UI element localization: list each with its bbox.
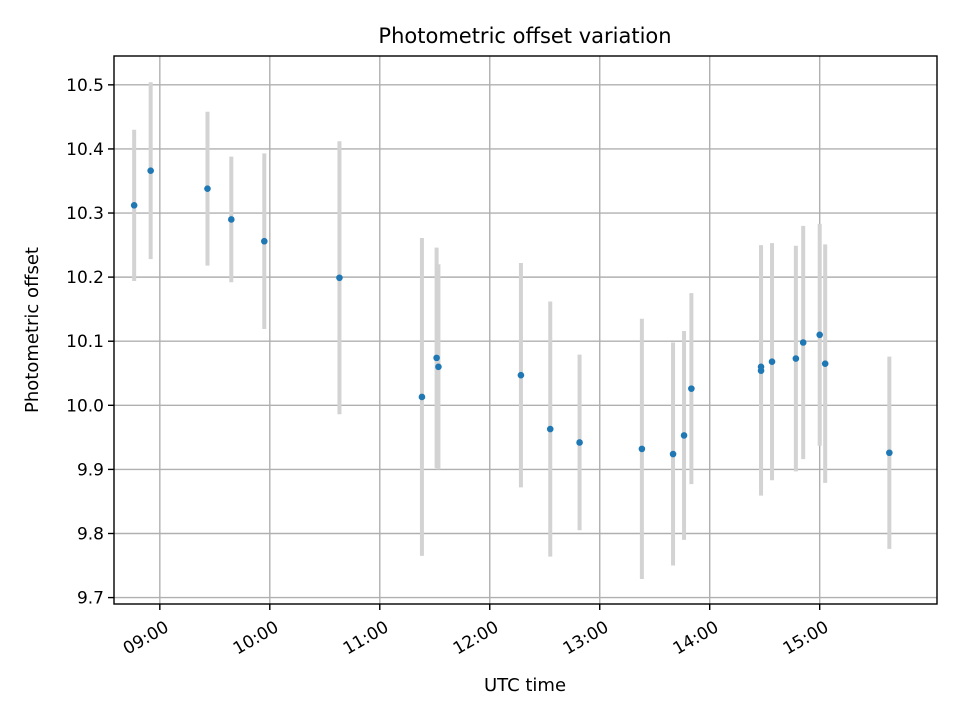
y-axis-label: Photometric offset [22, 247, 43, 413]
data-point [435, 363, 442, 371]
x-tick-label: 11:00 [340, 617, 392, 659]
data-point [799, 339, 807, 346]
plot-frame [113, 55, 938, 605]
x-axis-label: UTC time [484, 675, 566, 696]
data-point [336, 274, 343, 282]
data-point [204, 185, 211, 192]
data-point [757, 363, 765, 371]
x-tick-label: 13:00 [560, 617, 612, 659]
data-point [261, 237, 268, 245]
chart-title: Photometric offset variation [378, 24, 671, 48]
data-points [130, 167, 893, 458]
data-point [576, 439, 583, 446]
y-tick-label: 10.5 [66, 76, 104, 96]
data-point [816, 331, 823, 339]
y-tick-label: 9.9 [77, 460, 104, 480]
y-tick-label: 9.7 [77, 589, 104, 609]
axis-ticks: 09:00 10:00 11:00 12:00 13:00 14:00 15:00 9.7 9.… [66, 76, 832, 659]
data-point [768, 358, 776, 366]
x-tick-label: 12:00 [450, 617, 502, 659]
data-point [228, 216, 235, 223]
y-tick-label: 10.2 [66, 268, 104, 288]
y-tick-label: 10.1 [66, 332, 104, 352]
x-tick-label: 14:00 [670, 617, 722, 659]
data-point [147, 167, 154, 175]
y-tick-label: 10.0 [66, 396, 104, 416]
data-point [130, 202, 138, 209]
data-point [886, 449, 893, 457]
data-point [638, 445, 646, 453]
y-tick-label: 10.3 [66, 204, 104, 224]
data-point [792, 355, 800, 362]
data-point [688, 385, 695, 392]
data-point [546, 425, 554, 433]
data-point [680, 432, 688, 439]
y-tick-label: 9.8 [77, 524, 104, 544]
x-tick-label: 10:00 [230, 617, 282, 659]
x-tick-label: 09:00 [120, 617, 172, 659]
data-point [821, 360, 829, 367]
y-tick-label: 10.4 [66, 140, 104, 160]
x-tick-label: 15:00 [780, 617, 832, 659]
grid [114, 56, 937, 604]
error-bars [132, 82, 892, 580]
data-point [517, 371, 525, 379]
data-point [433, 354, 440, 362]
data-point [669, 450, 677, 458]
data-point [418, 393, 426, 401]
